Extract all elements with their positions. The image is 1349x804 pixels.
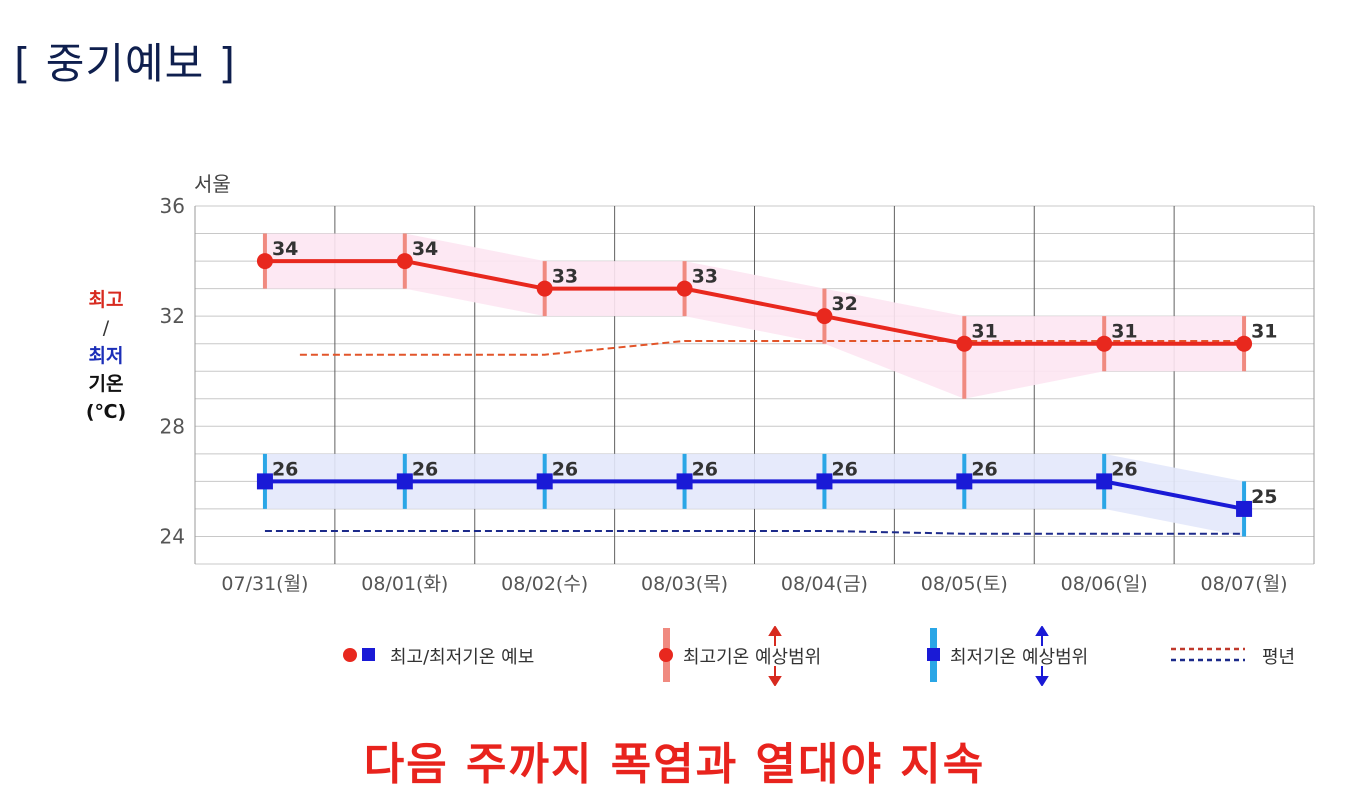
min-data-label: 26 [272,458,298,480]
x-tick-label: 08/06(일) [1061,573,1148,595]
max-point [676,280,693,297]
legend-min-range-arrow-icon [1035,626,1049,686]
max-data-label: 31 [971,321,997,343]
legend-max-range-arrow-icon [768,626,782,686]
x-tick-label: 07/31(월) [221,573,308,595]
legend-min-range-square-icon [927,648,940,661]
max-point [816,308,833,325]
x-tick-label: 08/07(월) [1201,573,1288,595]
min-point [1096,473,1113,490]
min-point [256,473,273,490]
max-data-label: 31 [1251,321,1277,343]
y-tick-label: 32 [160,304,185,328]
min-point [676,473,693,490]
range-bands [264,233,1245,537]
min-point [1236,500,1253,517]
y-legend-slash: / [102,317,110,339]
max-data-label: 31 [1111,321,1137,343]
max-series-line [264,259,1245,346]
max-point [956,335,973,352]
legend-forecast-label: 최고/최저기온 예보 [390,647,535,668]
legend-max-circle-icon [343,648,357,662]
min-data-label: 26 [1111,458,1137,480]
min-data-label: 26 [552,458,578,480]
normal-max-line [299,339,1245,356]
chart-legend: 최고/최저기온 예보 최고기온 예상범위 최저기온 예상범위 평년 [0,626,1349,686]
chart-title: 서울 [194,172,231,196]
y-legend-suffix: 기온 [88,373,124,395]
chart-axes: 24 28 32 36 07/31(월) 08/01(화) 08/02(수) 08/03(목)… [160,194,1288,595]
legend-normal-label: 평년 [1262,647,1296,668]
y-tick-label: 28 [160,414,185,438]
max-data-label: 33 [552,266,578,288]
max-point [1096,335,1113,352]
x-tick-label: 08/05(토) [921,573,1008,595]
series-markers [256,253,1253,517]
min-point [816,473,833,490]
y-tick-label: 36 [160,194,185,218]
legend-min-square-icon [362,648,375,661]
normal-lines [264,339,1245,535]
legend-max-range-label: 최고기온 예상범위 [683,647,822,668]
max-range-band [264,233,1245,399]
max-data-label: 34 [412,238,438,260]
min-range-band [264,453,1245,537]
max-data-label: 32 [831,293,857,315]
min-data-label: 26 [971,458,997,480]
y-axis-legend: 최고 / 최저 기온 (℃) [66,286,146,426]
max-point [1236,335,1253,352]
headline: 다음 주까지 폭염과 열대야 지속 [363,739,986,790]
min-point [536,473,553,490]
legend-symbols [343,626,1245,686]
legend-min-range-label: 최저기온 예상범위 [950,647,1089,668]
min-data-label: 26 [831,458,857,480]
min-point [396,473,413,490]
min-data-label: 25 [1251,486,1277,508]
page-title: [ 중기예보 ] [14,39,237,88]
min-data-label: 26 [412,458,438,480]
y-legend-unit: (℃) [85,401,127,423]
min-series-line [264,479,1245,511]
x-tick-label: 08/02(수) [501,573,588,595]
max-point [536,280,553,297]
normal-min-line [264,529,1245,535]
legend-max-range-circle-icon [659,648,673,662]
max-point [396,253,413,270]
x-tick-label: 08/04(금) [781,573,868,595]
min-point [956,473,973,490]
x-tick-label: 08/03(목) [641,573,728,595]
series-lines [264,259,1245,511]
y-legend-max: 최고 [88,289,124,311]
x-tick-label: 08/01(화) [361,573,448,595]
max-data-label: 33 [692,266,718,288]
max-point [256,253,273,270]
y-tick-label: 24 [160,524,185,548]
max-data-label: 34 [272,238,298,260]
min-data-label: 26 [692,458,718,480]
data-labels: 34 34 33 33 32 31 31 31 26 26 26 26 26 26 26 25 [272,238,1278,508]
y-legend-min: 최저 [88,345,124,367]
